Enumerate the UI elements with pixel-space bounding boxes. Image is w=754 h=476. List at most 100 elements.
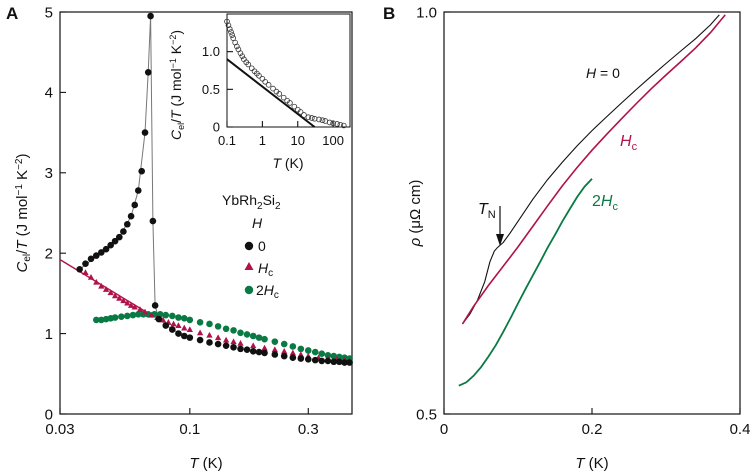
inset-xlabel: T (K) (272, 155, 303, 171)
compound-label: YbRh2Si2 (222, 192, 281, 212)
h0-point (102, 245, 110, 253)
h2c-point (168, 312, 176, 320)
panel-b-axes: 0 0.2 0.4 0.5 1.0 (416, 4, 750, 438)
panel-a-ytick-label: 1 (45, 326, 53, 343)
panel-b-chart: 0 0.2 0.4 0.5 1.0 ρ (μΩ cm) T (K) H = 0 Hc 2… (407, 4, 750, 472)
h2c-point (92, 316, 100, 324)
h0-point (237, 345, 244, 353)
h0-point (162, 322, 170, 329)
panel-a-ylabel: Cel/T (J mol−1 K−2) (14, 154, 33, 273)
panel-b-letter: B (383, 4, 395, 23)
inset-point (326, 119, 333, 126)
h2c-point (206, 320, 213, 328)
h0-point (111, 237, 119, 245)
panel-a-ytick-label: 2 (45, 245, 53, 262)
inset-point (305, 114, 312, 121)
inset-point (230, 35, 237, 41)
hc-point (222, 336, 230, 343)
panel-a-ytick-label: 0 (45, 406, 53, 423)
h0-point (341, 359, 348, 366)
h0-point (255, 348, 263, 356)
inset-lines (226, 58, 316, 128)
hc-point (281, 347, 288, 354)
legend-marker-0 (244, 241, 254, 251)
hc-curve (461, 14, 726, 325)
panel-a-ytick-label: 4 (45, 85, 53, 102)
hc-point (175, 322, 182, 329)
label-hc: Hc (620, 133, 638, 153)
h0-point (141, 129, 149, 136)
inset-points (224, 18, 347, 129)
hc-point (136, 306, 144, 312)
inset-point (276, 91, 283, 97)
h0-point (304, 356, 312, 363)
hc-point (297, 351, 304, 357)
h0-point (116, 233, 123, 241)
h2c-point (196, 319, 204, 326)
h2c-curve (458, 178, 593, 387)
panel-b-xtick-label: 0 (440, 421, 448, 438)
hc-point (250, 342, 257, 349)
legend-marker-2hc (244, 285, 254, 295)
hc-point (93, 278, 100, 285)
h0-point (155, 315, 163, 323)
inset-point (287, 100, 293, 106)
hc-point (170, 320, 177, 327)
hc-point (102, 286, 110, 292)
inset-frame (226, 13, 351, 128)
inset-ytick-label: 0.5 (202, 82, 220, 97)
inset-point (270, 85, 276, 92)
panel-a-xtick-label: 0.03 (45, 421, 74, 438)
h0-point (151, 302, 159, 309)
hc-point (148, 311, 155, 318)
hc-point (230, 338, 237, 345)
h0-point (92, 252, 100, 259)
h0-point (168, 326, 176, 333)
h2c-point (118, 313, 125, 321)
panel-b-ytick-label: 0.5 (416, 406, 437, 423)
inset-point (229, 32, 235, 38)
h0-point (196, 336, 204, 344)
inset-point (262, 79, 268, 85)
h0-point (124, 220, 131, 228)
inset-point (228, 29, 234, 35)
inset-point (291, 103, 298, 110)
h2c-point (297, 345, 305, 353)
panel-a-xlabel: T (K) (189, 455, 222, 472)
h0-point (134, 187, 142, 194)
inset-ylabel: Cel/T (J mol−1 K−2) (168, 30, 186, 140)
inset-point (301, 112, 307, 118)
inset-xtick-label: 10 (291, 133, 305, 148)
h0-point (144, 69, 152, 76)
h2c-point (261, 335, 268, 343)
h2c-point (111, 314, 119, 321)
label-h0: H = 0 (586, 65, 620, 81)
hc-point (261, 344, 268, 351)
hc-point (111, 292, 119, 299)
inset-background (227, 14, 350, 127)
inset-point (237, 50, 244, 56)
hc-point (196, 329, 204, 336)
panel-b-xtick-label: 0.2 (582, 421, 603, 438)
hc-point (98, 282, 105, 289)
h0-point (330, 358, 338, 366)
h0-point (82, 260, 89, 267)
h0-point (249, 347, 257, 355)
h0-point (149, 217, 157, 225)
h2c-point (249, 332, 257, 340)
panel-a-xtick-label: 0.3 (298, 421, 319, 438)
h0-point (131, 201, 139, 209)
hc-point (82, 269, 89, 275)
h0-point (311, 356, 319, 364)
h0-point (261, 349, 268, 357)
tn-arrow-head (496, 234, 504, 246)
panel-a-letter: A (6, 4, 18, 23)
hc-point (127, 302, 135, 308)
legend-title: H (252, 215, 263, 231)
h0-point (138, 167, 145, 175)
h0-point (76, 265, 83, 273)
h2c-point (304, 347, 312, 354)
panel-b-ytick-label: 1.0 (416, 4, 437, 21)
h2c-point (175, 314, 182, 321)
